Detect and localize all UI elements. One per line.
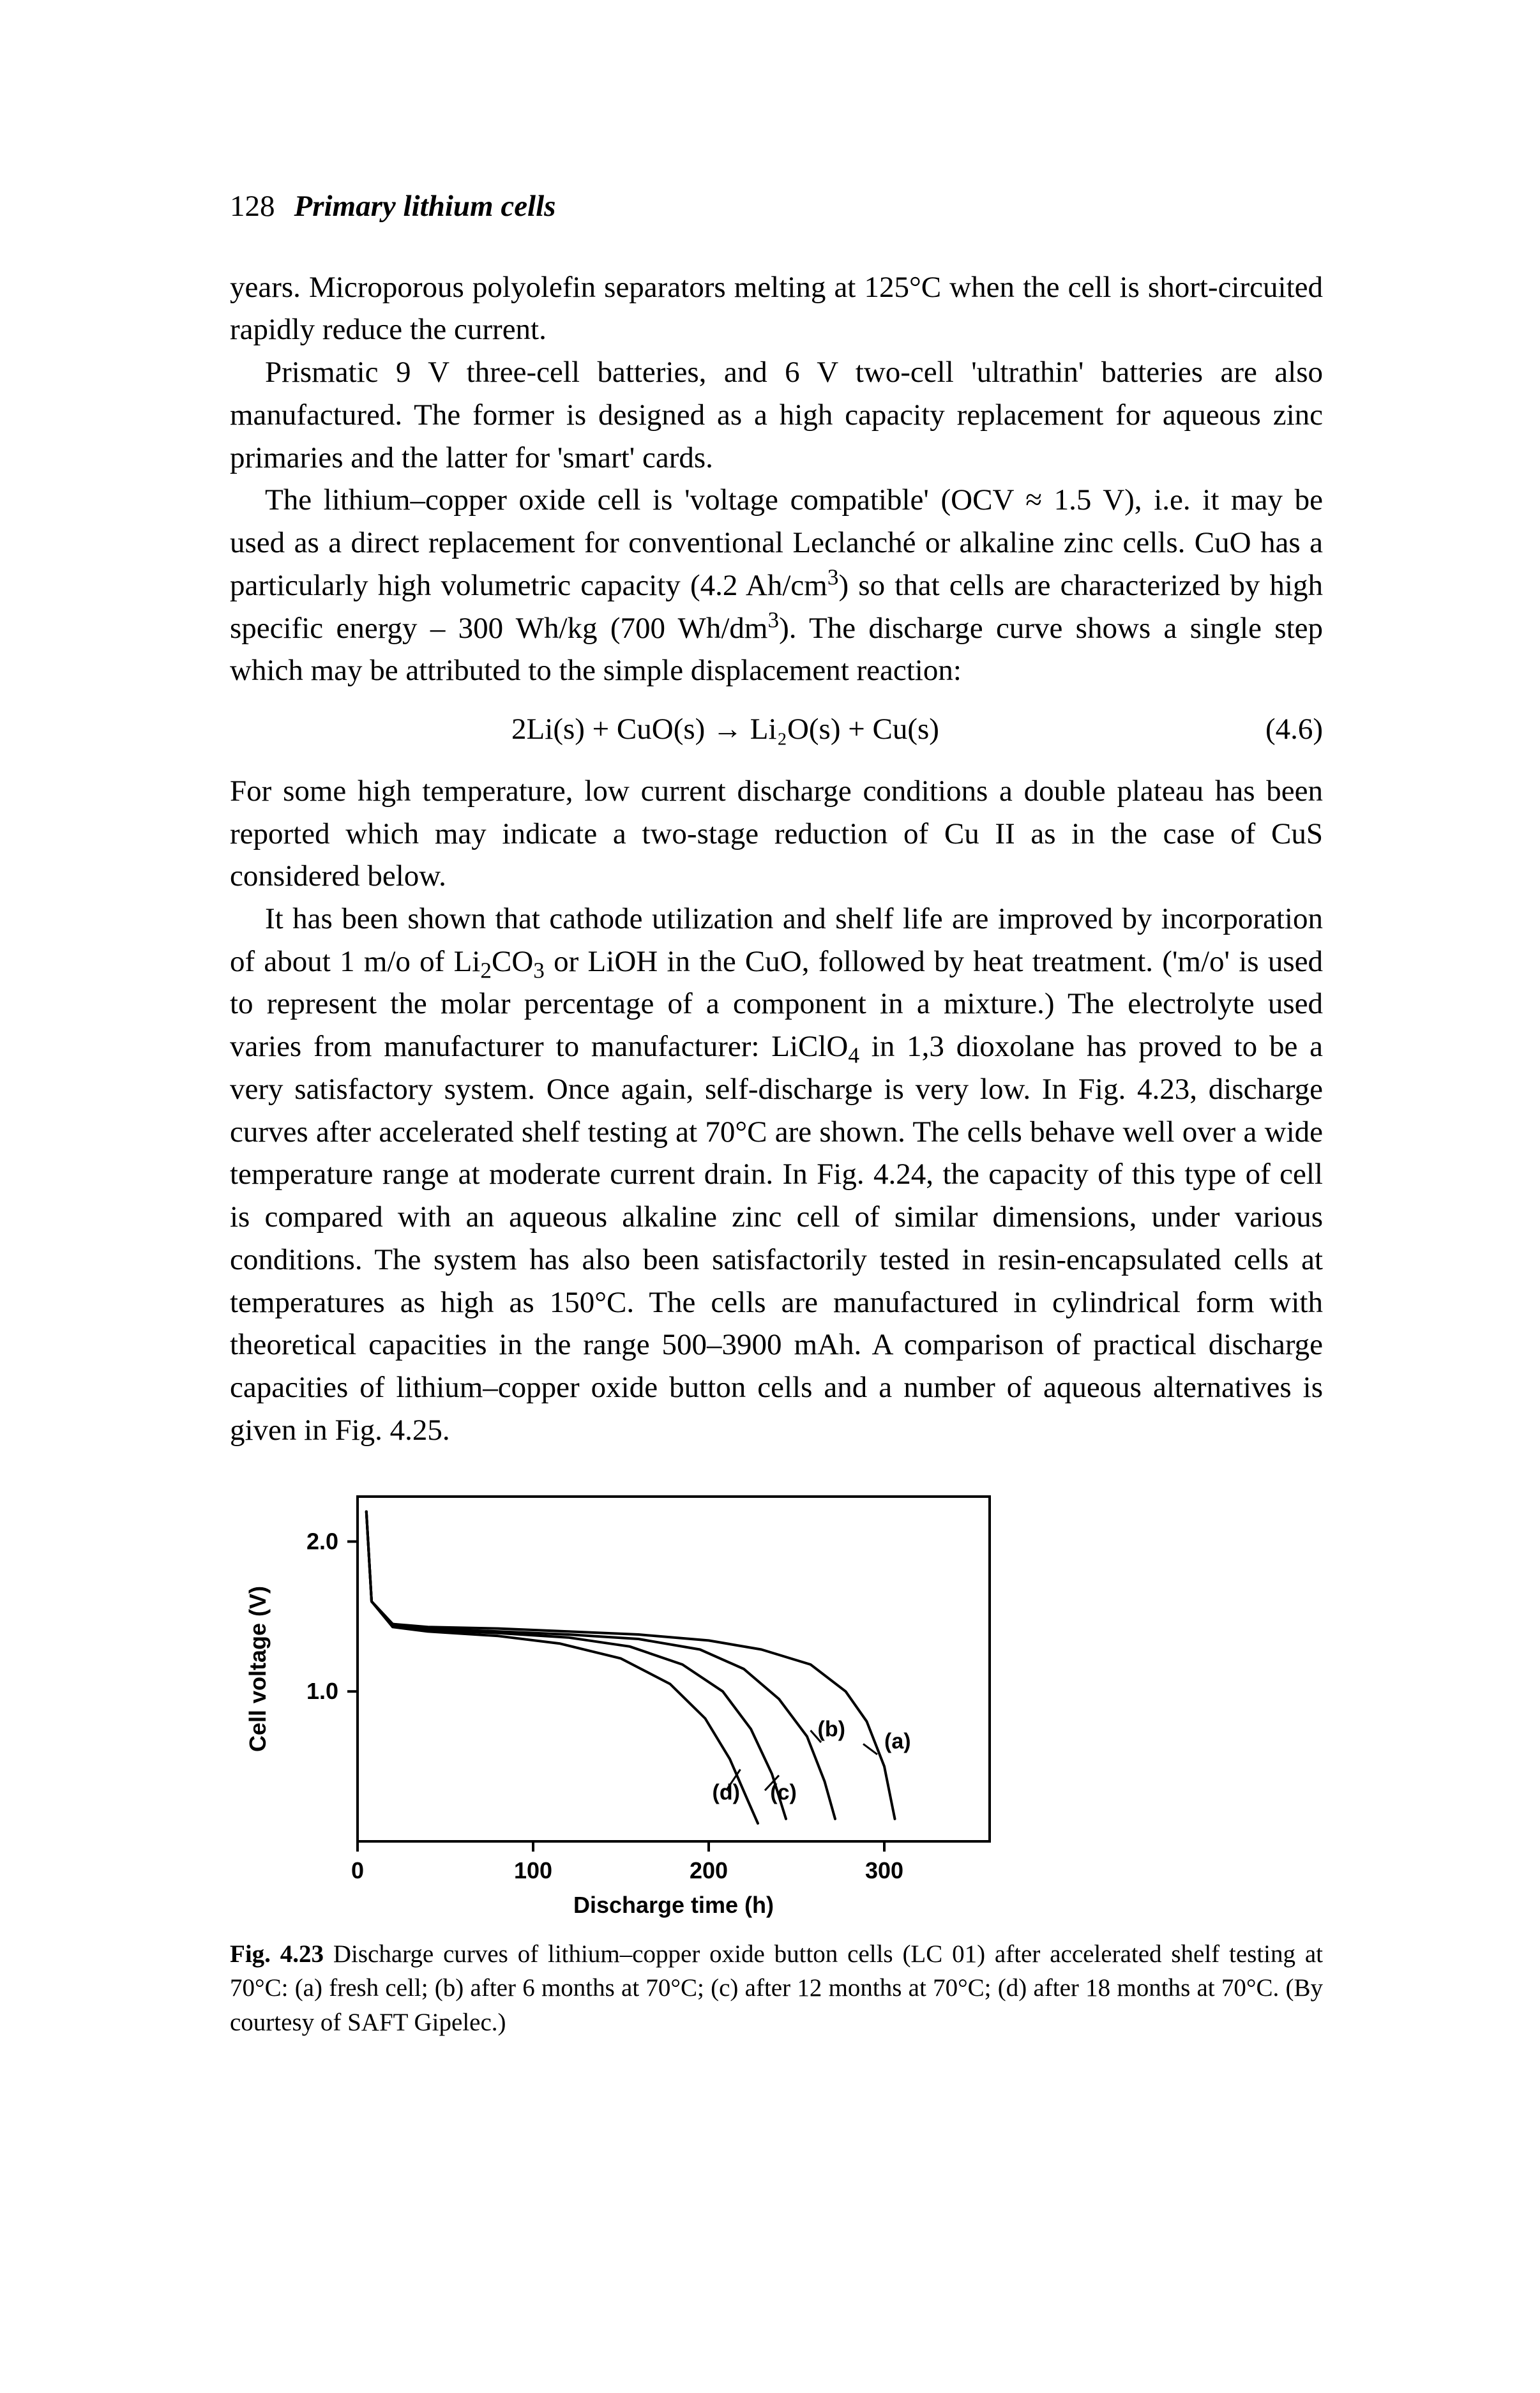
paragraph-5b: CO bbox=[492, 945, 533, 978]
caption-lead: Fig. 4.23 bbox=[230, 1940, 324, 1968]
paragraph-5: It has been shown that cathode utilizati… bbox=[230, 898, 1323, 1452]
paragraph-3: The lithium–copper oxide cell is 'voltag… bbox=[230, 479, 1323, 692]
svg-text:100: 100 bbox=[514, 1857, 552, 1883]
svg-text:0: 0 bbox=[351, 1857, 364, 1883]
subscript-2: 2 bbox=[480, 958, 492, 983]
page-number: 128 bbox=[230, 185, 275, 228]
svg-text:Cell voltage (V): Cell voltage (V) bbox=[245, 1586, 271, 1752]
equation-row: 2Li(s) + CuO(s) → Li₂O(s) + Cu(s) (4.6) bbox=[230, 708, 1323, 751]
paragraph-2: Prismatic 9 V three-cell batteries, and … bbox=[230, 351, 1323, 479]
subscript-3: 3 bbox=[533, 958, 545, 983]
svg-text:(a): (a) bbox=[884, 1729, 911, 1753]
svg-text:1.0: 1.0 bbox=[306, 1678, 338, 1704]
svg-text:Discharge time (h): Discharge time (h) bbox=[573, 1892, 774, 1918]
chapter-title: Primary lithium cells bbox=[294, 185, 556, 228]
running-head: 128 Primary lithium cells bbox=[230, 185, 1323, 228]
page: 128 Primary lithium cells years. Micropo… bbox=[0, 0, 1540, 2393]
paragraph-1: years. Microporous polyolefin separators… bbox=[230, 266, 1323, 351]
figure-4-23-caption: Fig. 4.23 Discharge curves of lithium–co… bbox=[230, 1937, 1323, 2040]
svg-text:(b): (b) bbox=[818, 1717, 845, 1741]
svg-text:2.0: 2.0 bbox=[306, 1528, 338, 1554]
subscript-4: 4 bbox=[848, 1043, 859, 1068]
paragraph-4: For some high temperature, low current d… bbox=[230, 770, 1323, 898]
caption-text: Discharge curves of lithium–copper oxide… bbox=[230, 1940, 1323, 2037]
svg-text:300: 300 bbox=[865, 1857, 903, 1883]
figure-4-23-svg: 0 100 200 300 1.0 2.0 Discharge time (h) Cell v… bbox=[236, 1477, 1015, 1924]
equation-4-6: 2Li(s) + CuO(s) → Li₂O(s) + Cu(s) bbox=[230, 708, 1221, 751]
svg-text:200: 200 bbox=[690, 1857, 728, 1883]
equation-number: (4.6) bbox=[1221, 708, 1323, 751]
superscript-3b: 3 bbox=[767, 607, 779, 632]
figure-4-23: 0 100 200 300 1.0 2.0 Discharge time (h) Cell v… bbox=[230, 1477, 1323, 2040]
svg-text:(d): (d) bbox=[713, 1780, 740, 1804]
superscript-3: 3 bbox=[827, 564, 839, 589]
paragraph-5d: in 1,3 dioxolane has proved to be a very… bbox=[230, 1030, 1323, 1447]
svg-text:(c): (c) bbox=[770, 1780, 797, 1804]
